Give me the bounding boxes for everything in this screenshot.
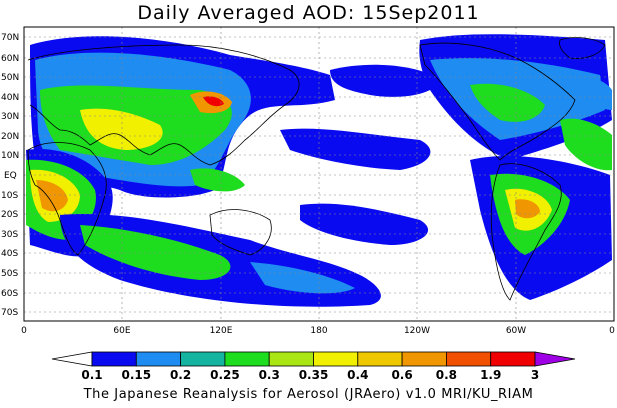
colorbar-segment bbox=[401, 351, 447, 367]
lon-tick-label: 180 bbox=[310, 326, 327, 336]
lat-tick-label: 20N bbox=[1, 132, 19, 142]
colorbar-segment bbox=[445, 351, 492, 367]
coastline-eurasia bbox=[27, 44, 300, 166]
colorbar-segment bbox=[357, 351, 403, 367]
aod-region-southern-light bbox=[250, 262, 355, 294]
coastline-africa bbox=[27, 142, 107, 256]
coastline-greenland bbox=[559, 37, 606, 59]
lon-tick-label: 120E bbox=[210, 326, 233, 336]
coastline-north-america bbox=[419, 42, 576, 161]
lat-tick-label: 60N bbox=[1, 54, 19, 64]
lon-tick-label: 60E bbox=[113, 326, 130, 336]
lon-tick-label: 0 bbox=[609, 326, 615, 336]
lat-tick-label: 40N bbox=[1, 93, 19, 103]
lat-tick-label: 30N bbox=[1, 112, 19, 122]
aod-region-spacific-blue bbox=[300, 203, 429, 245]
lon-tick-label: 60W bbox=[506, 326, 526, 336]
colorbar-label: 3 bbox=[531, 368, 539, 382]
lon-tick-label: 120W bbox=[404, 326, 430, 336]
lat-tick-label: 70S bbox=[1, 308, 18, 318]
lon-tick-label: 0 bbox=[21, 326, 27, 336]
aod-region-pacific-blue bbox=[280, 128, 431, 170]
colorbar-label: 0.2 bbox=[170, 368, 191, 382]
coastline-south-america bbox=[490, 163, 562, 301]
aod-region-na-green bbox=[470, 83, 545, 122]
colorbar-segment bbox=[313, 351, 359, 367]
colorbar-label: 0.1 bbox=[81, 368, 102, 382]
colorbar-high-triangle bbox=[534, 351, 576, 367]
colorbar-label: 0.35 bbox=[299, 368, 329, 382]
colorbar-segment bbox=[91, 351, 137, 367]
colorbar-low-triangle bbox=[51, 351, 93, 367]
colorbar-label: 0.3 bbox=[259, 368, 280, 382]
colorbar-segment bbox=[268, 351, 314, 367]
aod-region-indonesia bbox=[190, 168, 245, 192]
graticule bbox=[24, 27, 614, 321]
aod-region-sa-orange bbox=[515, 199, 540, 219]
lat-axis: 70N 60N 50N 40N 30N 20N 10N EQ 10S 20S 3… bbox=[1, 33, 19, 318]
plot-frame bbox=[23, 26, 615, 322]
colorbar-label: 0.25 bbox=[210, 368, 240, 382]
aod-region-atlantic-blue bbox=[575, 78, 612, 110]
footer-credit: The Japanese Reanalysis for Aerosol (JRA… bbox=[83, 387, 534, 402]
lat-tick-label: 60S bbox=[1, 289, 18, 299]
lat-tick-label: 50S bbox=[1, 269, 18, 279]
coastline-australia bbox=[209, 209, 272, 256]
map-title: Daily Averaged AOD: 15Sep2011 bbox=[137, 2, 480, 24]
lat-tick-label: 30S bbox=[1, 230, 18, 240]
colorbar-label: 1.9 bbox=[480, 368, 501, 382]
lat-tick-label: 50N bbox=[1, 73, 19, 83]
aod-region-china-red bbox=[203, 96, 224, 107]
colorbar-segment bbox=[135, 351, 182, 367]
coastlines bbox=[27, 37, 606, 301]
colorbar: 0.1 0.15 0.2 0.25 0.3 0.35 0.4 0.6 0.8 1.9 3 bbox=[51, 351, 576, 382]
colorbar-label: 0.4 bbox=[347, 368, 368, 382]
lat-tick-label: 40S bbox=[1, 249, 18, 259]
lat-tick-label: 70N bbox=[1, 33, 19, 43]
colorbar-label: 0.6 bbox=[391, 368, 412, 382]
lat-tick-label: 10N bbox=[1, 151, 19, 161]
aod-region-npacific-blue bbox=[330, 64, 440, 97]
aod-region-africa-orange bbox=[36, 180, 68, 212]
lat-tick-label: EQ bbox=[4, 171, 17, 181]
aod-region-southern-green bbox=[80, 225, 231, 280]
lat-tick-label: 20S bbox=[1, 210, 18, 220]
colorbar-segment bbox=[490, 351, 536, 367]
aod-region-asia-yellow bbox=[80, 108, 163, 150]
aod-region-atlantic-green bbox=[560, 118, 612, 171]
colorbar-label: 0.15 bbox=[121, 368, 151, 382]
aod-shading bbox=[26, 34, 612, 307]
colorbar-label: 0.8 bbox=[436, 368, 457, 382]
colorbar-segment bbox=[180, 351, 226, 367]
colorbar-segment bbox=[224, 351, 270, 367]
lon-axis: 0 60E 120E 180 120W 60W 0 bbox=[21, 326, 615, 336]
lat-tick-label: 10S bbox=[1, 191, 18, 201]
